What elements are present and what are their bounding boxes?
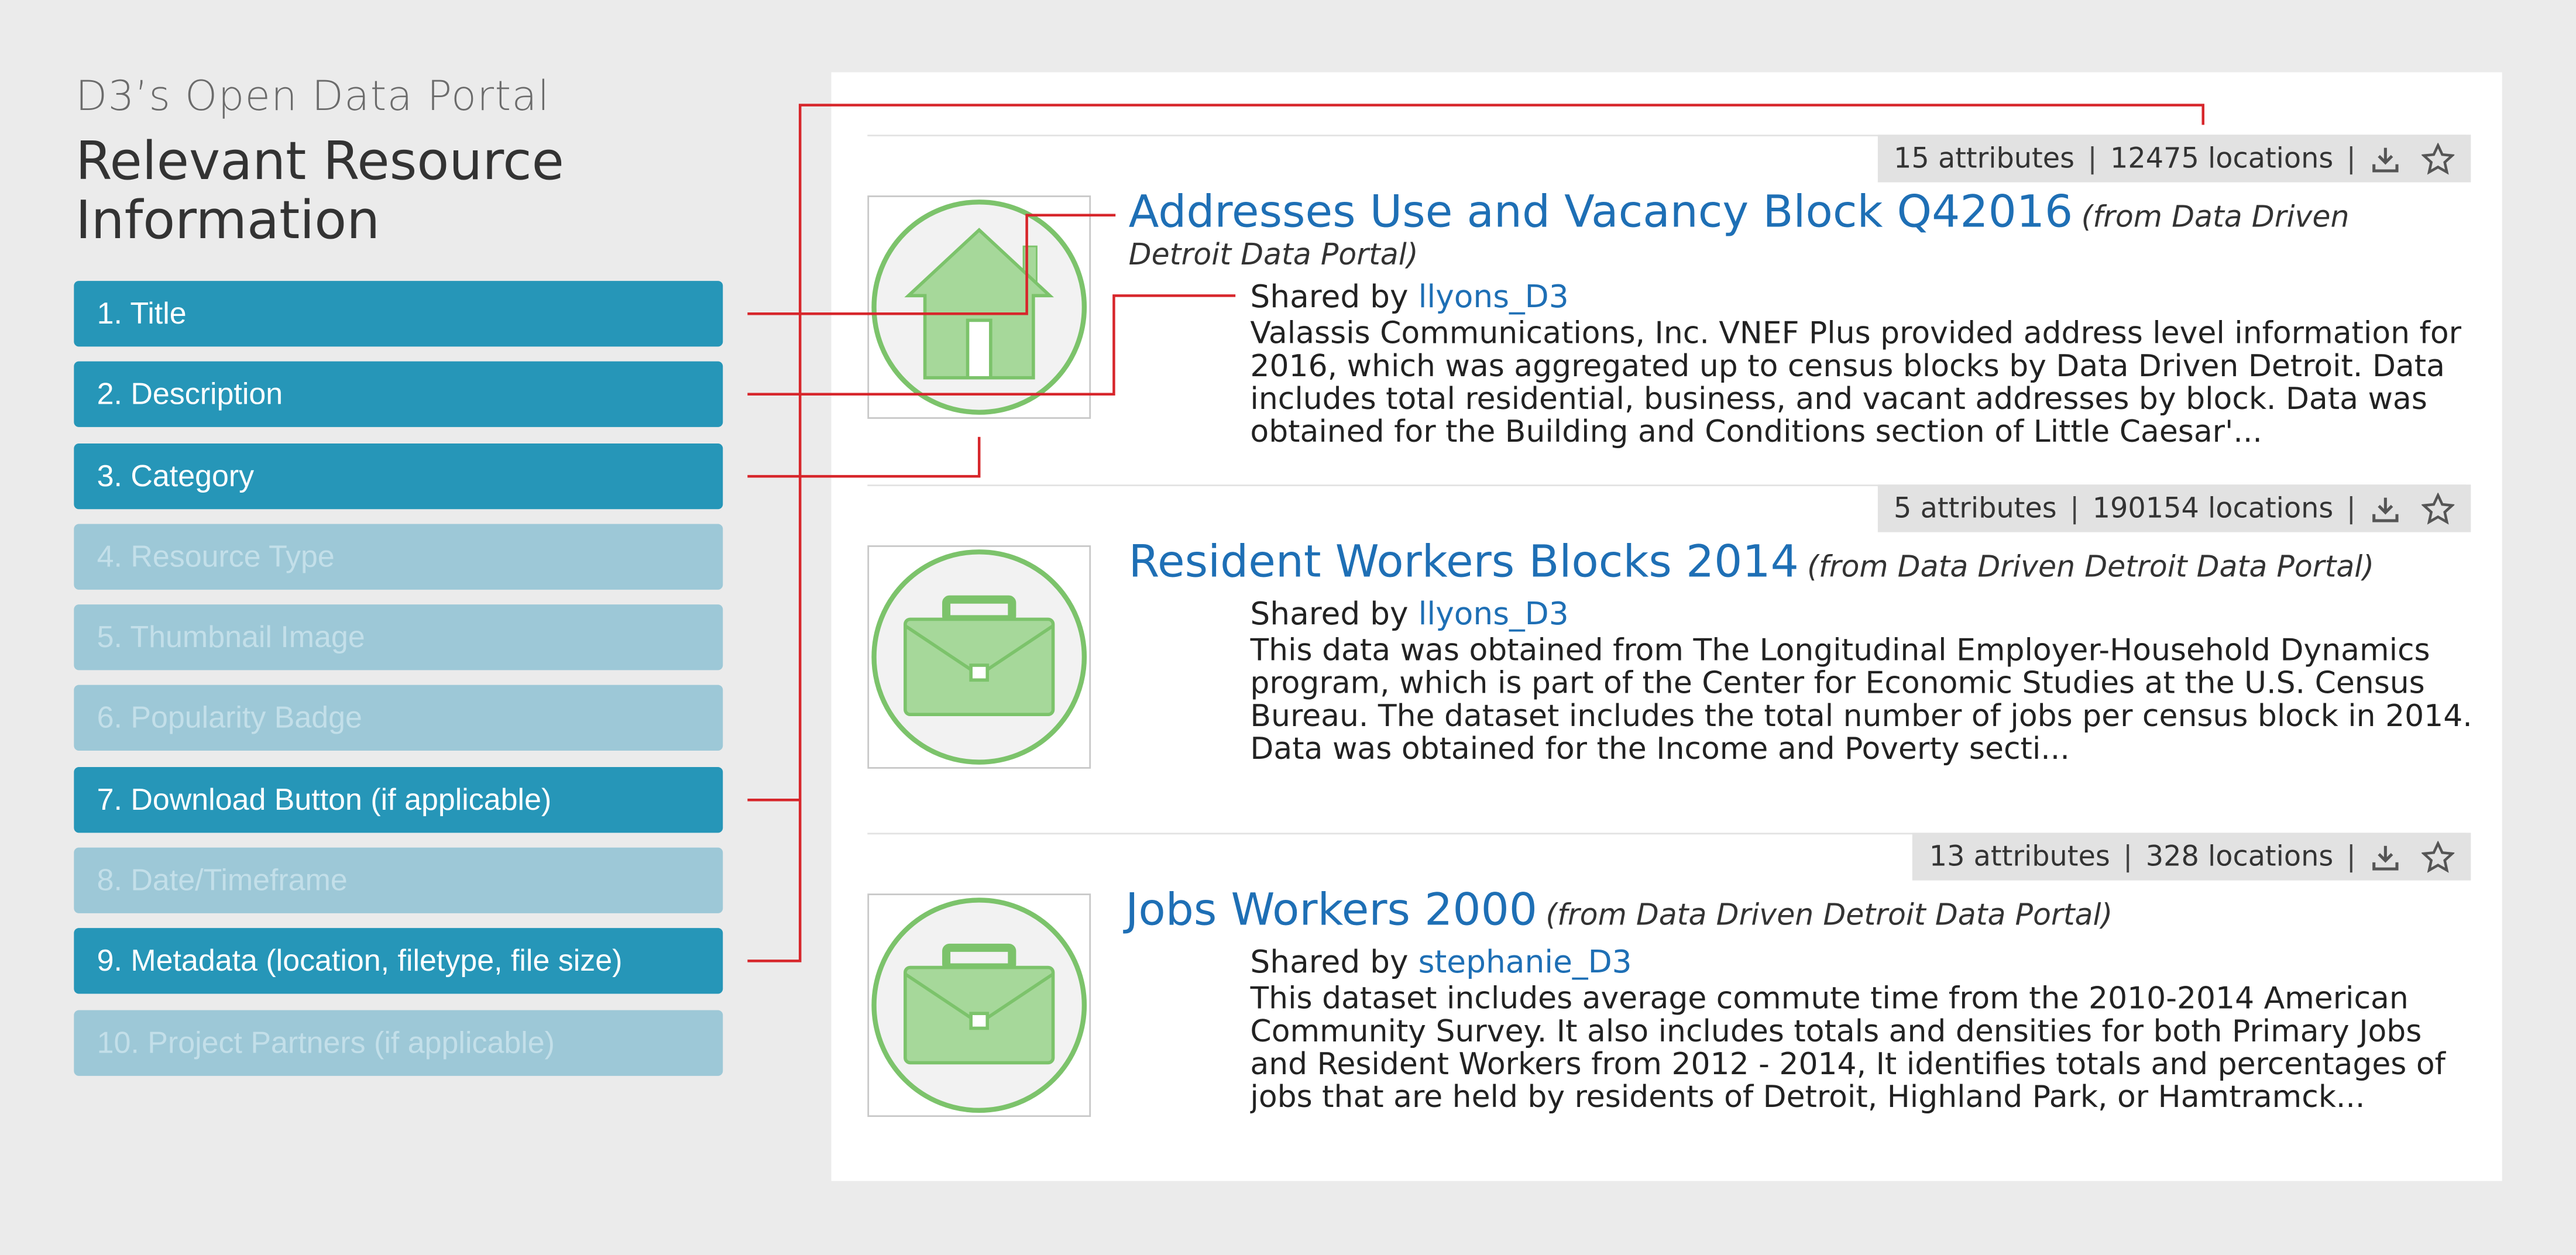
user-link[interactable]: stephanie_D3: [1418, 944, 1632, 981]
result-title-link[interactable]: Resident Workers Blocks 2014: [1128, 537, 1799, 589]
briefcase-icon: [871, 898, 1087, 1113]
metadata-bar: 15 attributes | 12475 locations |: [1877, 135, 2471, 183]
result-card: 13 attributes | 328 locations |: [832, 833, 2502, 1181]
legend-item-thumbnail-image: 5. Thumbnail Image: [74, 604, 723, 671]
result-title: Addresses Use and Vacancy Block Q42016 (…: [1129, 187, 2443, 273]
result-title-link[interactable]: Jobs Workers 2000: [1125, 885, 1538, 937]
legend-item-project-partners: 10. Project Partners (if applicable): [74, 1009, 723, 1075]
house-icon: [871, 200, 1087, 415]
user-link[interactable]: llyons_D3: [1418, 596, 1569, 632]
legend-list: 1. Title 2. Description 3. Category 4. R…: [74, 281, 723, 1091]
shared-by: Shared by llyons_D3: [1250, 596, 1569, 632]
thumbnail-image[interactable]: [867, 195, 1091, 419]
legend-item-date-timeframe: 8. Date/Timeframe: [74, 847, 723, 914]
user-link[interactable]: llyons_D3: [1418, 279, 1569, 316]
result-description: This dataset includes average commute ti…: [1250, 984, 2446, 1116]
shared-by: Shared by llyons_D3: [1250, 279, 1569, 316]
result-title-link[interactable]: Addresses Use and Vacancy Block Q42016: [1128, 187, 2073, 239]
legend-item-metadata: 9. Metadata (location, filetype, file si…: [74, 929, 723, 995]
star-icon[interactable]: [2422, 840, 2455, 873]
result-card: 15 attributes | 12475 locations |: [832, 135, 2502, 483]
metadata-bar: 13 attributes | 328 locations |: [1912, 833, 2471, 881]
result-source: (from Data Driven Detroit Data Portal): [1807, 550, 2375, 585]
locations-count: 12475 locations: [2110, 142, 2334, 175]
thumbnail-image[interactable]: [867, 545, 1091, 769]
star-icon[interactable]: [2422, 491, 2455, 525]
result-title: Resident Workers Blocks 2014 (from Data …: [1129, 537, 2443, 588]
legend-item-category: 3. Category: [74, 442, 723, 509]
legend-item-resource-type: 4. Resource Type: [74, 524, 723, 590]
attributes-count: 5 attributes: [1894, 491, 2057, 525]
legend-item-title: 1. Title: [74, 281, 723, 347]
legend-item-popularity-badge: 6. Popularity Badge: [74, 686, 723, 752]
thumbnail-image[interactable]: [867, 893, 1091, 1118]
locations-count: 190154 locations: [2092, 491, 2334, 525]
result-description: This data was obtained from The Longitud…: [1250, 635, 2472, 768]
star-icon[interactable]: [2422, 142, 2455, 175]
result-source: (from Data Driven Detroit Data Portal): [1545, 898, 2113, 933]
result-card: 5 attributes | 190154 locations |: [832, 484, 2502, 833]
attributes-count: 15 attributes: [1894, 142, 2075, 175]
download-icon[interactable]: [2369, 842, 2402, 872]
locations-count: 328 locations: [2145, 840, 2334, 874]
download-icon[interactable]: [2369, 144, 2402, 174]
download-icon[interactable]: [2369, 494, 2402, 524]
portal-kicker: D3’s Open Data Portal: [75, 72, 550, 120]
page-title: Relevant Resource Information: [75, 129, 564, 252]
legend-item-description: 2. Description: [74, 362, 723, 428]
legend-item-download-button: 7. Download Button (if applicable): [74, 766, 723, 833]
shared-by: Shared by stephanie_D3: [1250, 944, 1632, 981]
briefcase-icon: [871, 549, 1087, 765]
result-title: Jobs Workers 2000 (from Data Driven Detr…: [1125, 885, 2440, 936]
result-description: Valassis Communications, Inc. VNEF Plus …: [1250, 318, 2461, 451]
search-results-panel: 15 attributes | 12475 locations |: [831, 72, 2502, 1181]
attributes-count: 13 attributes: [1929, 840, 2110, 874]
metadata-bar: 5 attributes | 190154 locations |: [1877, 484, 2471, 532]
